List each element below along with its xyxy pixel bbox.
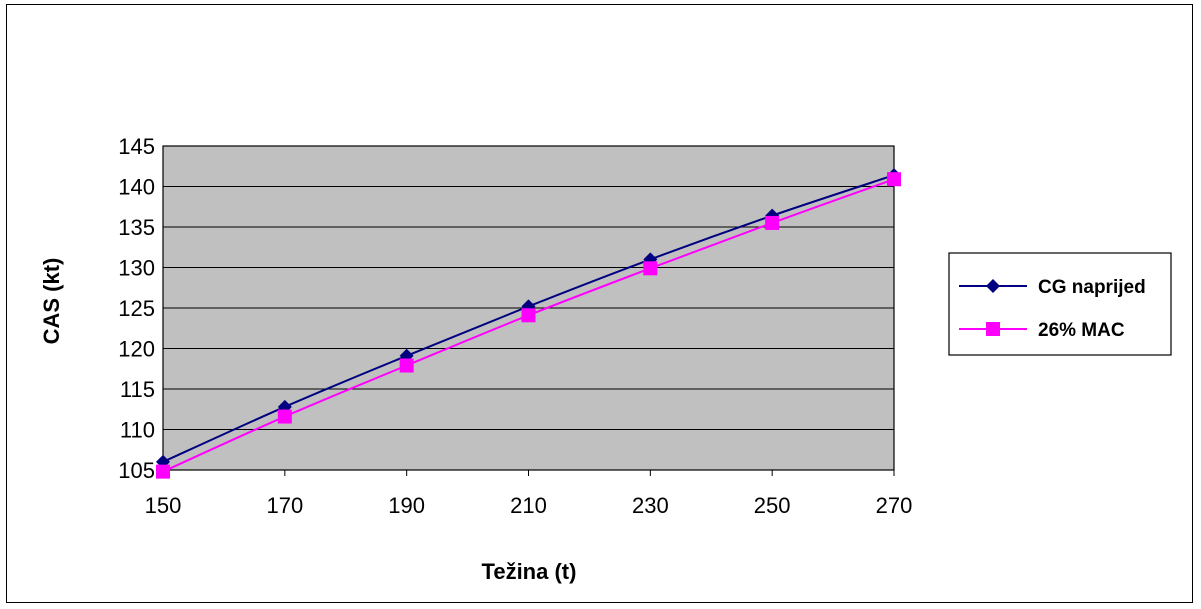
x-axis-title: Težina (t) xyxy=(482,559,577,584)
x-tick-label: 230 xyxy=(632,493,669,518)
legend-box xyxy=(948,252,1172,356)
y-tick-label: 120 xyxy=(118,337,155,362)
legend: CG naprijed 26% MAC xyxy=(948,252,1172,356)
legend-label: 26% MAC xyxy=(1038,320,1125,341)
x-axis-ticks: 150 170 190 210 230 250 270 xyxy=(145,470,913,518)
data-point-square xyxy=(399,358,414,373)
data-point-square xyxy=(521,308,536,323)
x-tick-label: 270 xyxy=(876,493,913,518)
line-chart: 150 170 190 210 230 250 270 105 110 115 120 125 130… xyxy=(39,134,1172,584)
y-tick-label: 125 xyxy=(118,296,155,321)
data-point-square xyxy=(156,464,170,479)
y-tick-label: 130 xyxy=(118,256,155,281)
legend-label: CG naprijed xyxy=(1038,277,1146,298)
y-tick-label: 110 xyxy=(120,418,155,443)
data-point-square xyxy=(643,261,658,276)
y-tick-label: 140 xyxy=(118,175,155,200)
y-tick-label: 135 xyxy=(118,215,155,240)
x-tick-label: 190 xyxy=(388,493,425,518)
x-tick-label: 250 xyxy=(754,493,791,518)
data-point-square xyxy=(765,215,780,230)
legend-item: 26% MAC xyxy=(959,320,1125,341)
y-axis-title: CAS (kt) xyxy=(39,258,64,345)
series-layer xyxy=(156,168,901,479)
series-1 xyxy=(156,172,901,479)
y-tick-label: 115 xyxy=(120,377,155,402)
legend-marker xyxy=(986,322,1000,336)
data-point-square xyxy=(887,172,901,187)
data-point-square xyxy=(277,409,292,424)
x-tick-label: 210 xyxy=(510,493,547,518)
y-tick-label: 105 xyxy=(118,458,155,483)
chart-frame: 150 170 190 210 230 250 270 105 110 115 120 125 130… xyxy=(6,4,1193,603)
x-tick-label: 170 xyxy=(266,493,303,518)
legend-item: CG naprijed xyxy=(959,277,1146,298)
x-tick-label: 150 xyxy=(145,493,182,518)
legend-marker xyxy=(986,279,1000,293)
y-tick-label: 145 xyxy=(118,134,155,159)
y-axis-ticks: 105 110 115 120 125 130 135 140 145 xyxy=(118,134,155,483)
